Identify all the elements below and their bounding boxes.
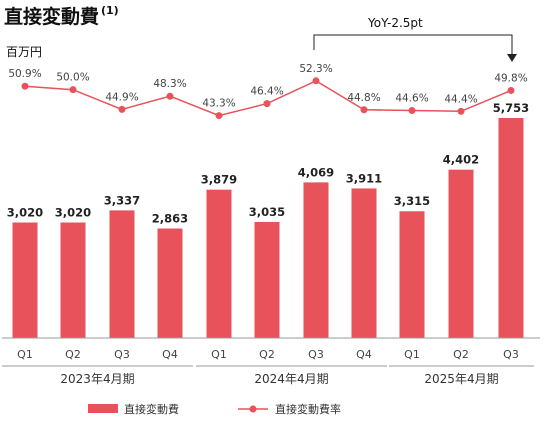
rate-value-label: 44.6% [395, 93, 428, 105]
x-tick-label: Q1 [211, 348, 227, 361]
chart-title-note: (1) [101, 4, 119, 17]
rate-point [215, 112, 223, 120]
yoy-text: YoY-2.5pt [367, 16, 423, 30]
bar [12, 222, 38, 338]
rate-series [21, 77, 515, 120]
yoy-bracket [313, 34, 513, 54]
x-tick-label: Q2 [259, 348, 275, 361]
rate-point [507, 86, 515, 94]
rate-point [408, 107, 416, 115]
bar-value-label: 4,069 [298, 165, 334, 179]
bar-value-label: 3,020 [55, 206, 91, 220]
rate-point [69, 86, 77, 94]
rate-point [118, 105, 126, 113]
yoy-annotation: YoY-2.5pt [313, 16, 517, 62]
bar [206, 189, 232, 338]
bar [303, 182, 329, 338]
rate-value-label: 44.8% [347, 92, 380, 104]
bar [60, 222, 86, 338]
rate-value-label: 49.8% [494, 72, 527, 84]
bar-value-label: 2,863 [152, 212, 188, 226]
x-tick-label: Q4 [162, 348, 178, 361]
rate-value-label: 48.3% [153, 78, 186, 90]
unit-label: 百万円 [6, 45, 42, 59]
rate-value-label: 50.0% [56, 72, 89, 84]
legend-line-marker [249, 405, 257, 413]
bar [498, 118, 524, 338]
x-tick-label: Q2 [453, 348, 469, 361]
x-tick-label: Q2 [65, 348, 81, 361]
rate-value-label: 44.9% [105, 91, 138, 103]
rate-point [21, 82, 29, 90]
x-tick-label: Q1 [17, 348, 33, 361]
rate-value-label: 46.4% [250, 86, 283, 98]
rate-value-label: 52.3% [299, 63, 332, 75]
bar [254, 221, 280, 338]
x-tick-label: Q3 [114, 348, 130, 361]
chart-title: 直接変動費 [4, 5, 99, 28]
x-tick-label: Q3 [503, 348, 519, 361]
legend-bar-label: 直接変動費 [124, 402, 179, 416]
legend-line-label: 直接変動費率 [275, 402, 341, 416]
group-label: 2024年4月期 [254, 372, 328, 386]
rate-value-labels: 50.9% 50.0% 44.9% 48.3% 43.3% 46.4% 52.3% 44.8%… [8, 63, 527, 110]
bar-value-label: 3,035 [249, 205, 285, 219]
bar-value-label: 3,911 [346, 171, 382, 185]
bar [109, 210, 135, 338]
x-axis: Q1 Q2 Q3 Q4 Q1 Q2 Q3 Q4 Q1 Q2 Q3 2023年4月期 2024年4月期 20… [2, 337, 540, 386]
bar-value-label: 3,020 [7, 206, 43, 220]
yoy-arrow-icon [507, 54, 517, 62]
rate-point [312, 77, 320, 85]
bar [157, 228, 183, 338]
group-label: 2023年4月期 [60, 372, 134, 386]
rate-point [263, 100, 271, 108]
bar [351, 188, 377, 338]
rate-value-label: 50.9% [8, 68, 41, 80]
x-tick-label: Q1 [404, 348, 420, 361]
rate-value-label: 44.4% [444, 93, 477, 105]
bar-value-label: 3,879 [201, 173, 237, 187]
x-tick-label: Q3 [308, 348, 324, 361]
bar-value-label: 5,753 [493, 101, 529, 115]
bar-value-label: 3,315 [394, 194, 430, 208]
bar [448, 169, 474, 338]
rate-point [457, 107, 465, 115]
bar-series [12, 118, 524, 338]
x-tick-label: Q4 [356, 348, 372, 361]
rate-value-label: 43.3% [202, 98, 235, 110]
rate-point [166, 92, 174, 100]
legend: 直接変動費 直接変動費率 [88, 402, 341, 416]
group-label: 2025年4月期 [424, 372, 498, 386]
bar [399, 211, 425, 338]
bar-value-label: 4,402 [443, 153, 479, 167]
legend-bar-swatch [88, 404, 118, 413]
bar-value-label: 3,337 [104, 193, 140, 207]
rate-point [360, 106, 368, 114]
bar-value-labels: 3,020 3,020 3,337 2,863 3,879 3,035 4,069 3,911… [7, 101, 529, 226]
